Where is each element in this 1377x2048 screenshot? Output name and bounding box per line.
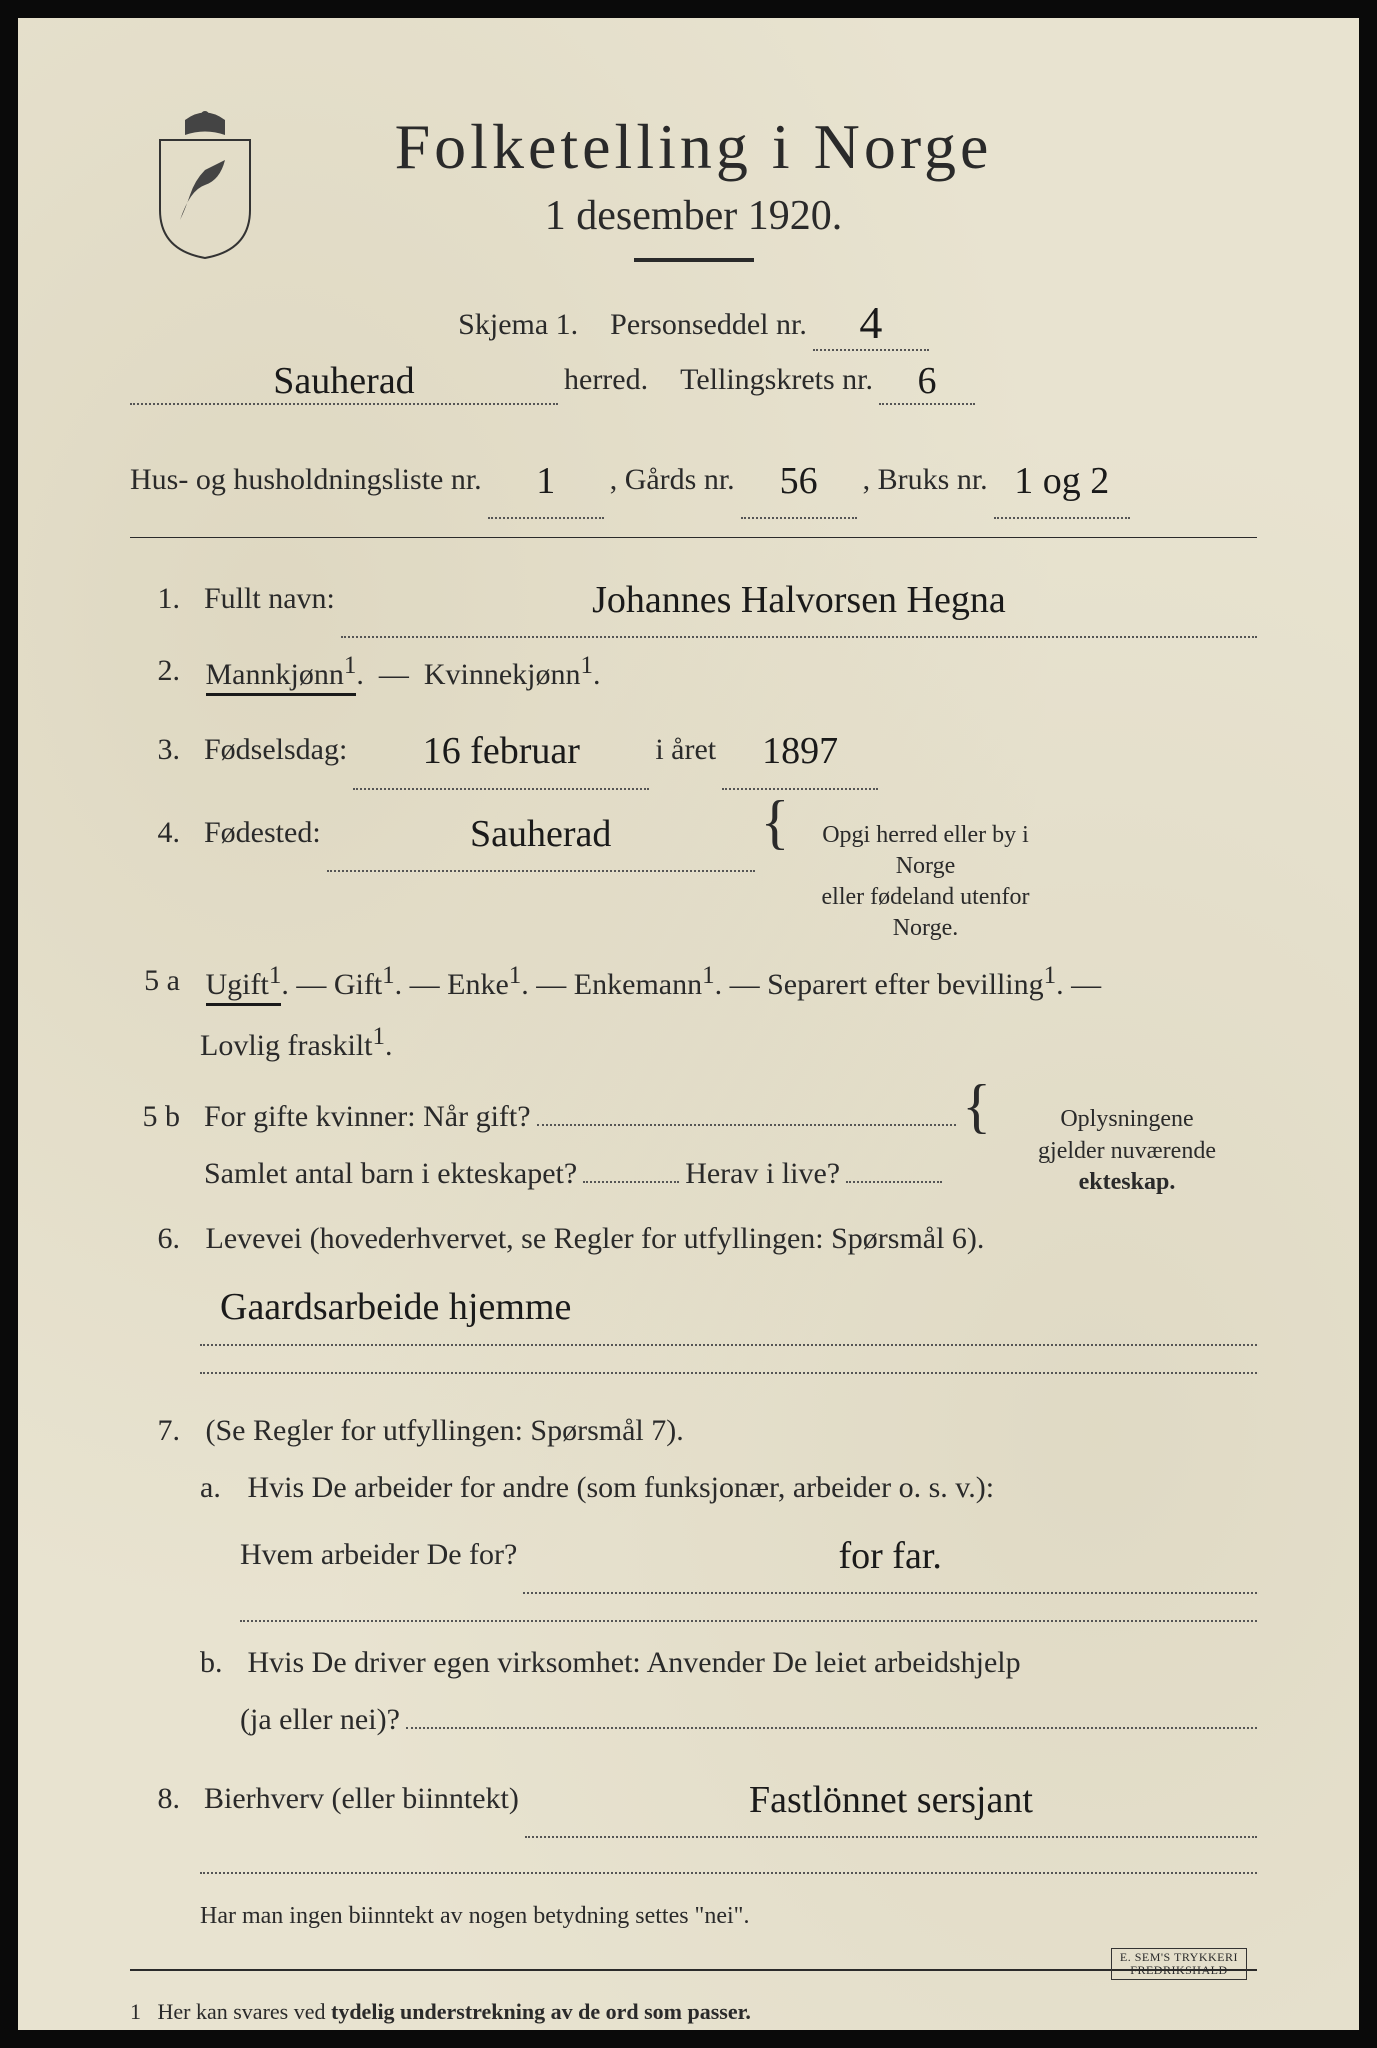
q5b-fill2 xyxy=(583,1181,679,1183)
herred-value: Sauherad xyxy=(130,359,558,405)
hus-label: Hus- og husholdningsliste nr. xyxy=(130,451,482,508)
form-body: 1. Fullt navn: Johannes Halvorsen Hegna … xyxy=(130,560,1257,2038)
footnote: 1 Her kan svares ved tydelig understrekn… xyxy=(130,1999,751,2024)
q7-num: 7. xyxy=(130,1402,180,1459)
q1-value: Johannes Halvorsen Hegna xyxy=(341,564,1257,638)
q6-row: 6. Levevei (hovederhvervet, se Regler fo… xyxy=(130,1210,1257,1373)
q7b-num: b. xyxy=(200,1634,240,1691)
q4-note: Opgi herred eller by i Norge eller fødel… xyxy=(795,820,1055,945)
hus-nr: 1 xyxy=(488,445,604,519)
q7a: a. Hvis De arbeider for andre (som funks… xyxy=(200,1459,1257,1622)
q2-opt2: Kvinnekjønn1 xyxy=(424,658,593,691)
q3-num: 3. xyxy=(130,721,180,778)
q5b-fill3 xyxy=(846,1181,942,1183)
q3-year: 1897 xyxy=(722,715,878,789)
q5b-row: 5 b For gifte kvinner: Når gift? Samlet … xyxy=(130,1082,1257,1202)
q5b-num: 5 b xyxy=(130,1088,180,1145)
q4-label: Fødested: xyxy=(204,804,321,861)
separator xyxy=(130,537,1257,538)
q5a-enkemann: Enkemann1 xyxy=(574,968,715,1001)
q6-label: Levevei (hovederhvervet, se Regler for u… xyxy=(206,1222,985,1255)
q5a-row: 5 a Ugift1. — Gift1. — Enke1. — Enkemann… xyxy=(130,952,1257,1074)
q1-row: 1. Fullt navn: Johannes Halvorsen Hegna xyxy=(130,560,1257,634)
title-divider xyxy=(634,258,754,262)
bruks-label: , Bruks nr. xyxy=(863,451,988,508)
schema-line: Skjema 1. Personseddel nr. 4 xyxy=(130,292,1257,347)
q5a-ugift: Ugift1 xyxy=(206,968,282,1006)
q2-num: 2. xyxy=(130,642,180,699)
q8-num: 8. xyxy=(130,1770,180,1827)
q3-row: 3. Fødselsdag: 16 februar i året 1897 xyxy=(130,711,1257,785)
q2-row: 2. Mannkjønn1. — Kvinnekjønn1. xyxy=(130,642,1257,703)
page-title: Folketelling i Norge xyxy=(130,110,1257,184)
q5b-fill1 xyxy=(537,1124,957,1126)
q8-row: 8. Bierhverv (eller biinntekt) Fastlönne… xyxy=(130,1760,1257,1834)
bruks-nr: 1 og 2 xyxy=(994,445,1130,519)
header: Folketelling i Norge 1 desember 1920. Sk… xyxy=(130,110,1257,401)
q5a-enke: Enke1 xyxy=(447,968,521,1001)
q5b-note: Oplysningene gjelder nuværende ekteskap. xyxy=(997,1104,1257,1198)
census-form-page: Folketelling i Norge 1 desember 1920. Sk… xyxy=(0,0,1377,2048)
q2-opt1: Mannkjønn1 xyxy=(206,658,357,696)
gards-nr: 56 xyxy=(741,445,857,519)
q7-label: (Se Regler for utfyllingen: Spørsmål 7). xyxy=(206,1414,684,1447)
herred-line: Sauherad herred. Tellingskrets nr. 6 xyxy=(130,355,1257,401)
q7b: b. Hvis De driver egen virksomhet: Anven… xyxy=(200,1634,1257,1748)
q5a-fraskilt: Lovlig fraskilt1. xyxy=(200,1013,1257,1074)
skjema-label: Skjema 1. xyxy=(458,308,578,342)
tellingskrets-nr: 6 xyxy=(879,359,975,405)
q5b-label2: Samlet antal barn i ekteskapet? xyxy=(204,1145,577,1202)
q7b-label2: (ja eller nei)? xyxy=(240,1691,400,1748)
q6-blank xyxy=(200,1342,1257,1374)
personseddel-label: Personseddel nr. xyxy=(610,308,807,342)
tail-note: Har man ingen biinntekt av nogen betydni… xyxy=(200,1894,1257,1940)
q5a-num: 5 a xyxy=(130,952,180,1009)
q7-row: 7. (Se Regler for utfyllingen: Spørsmål … xyxy=(130,1402,1257,1748)
personseddel-nr: 4 xyxy=(813,296,929,351)
q7a-num: a. xyxy=(200,1459,240,1516)
q1-num: 1. xyxy=(130,570,180,627)
coat-of-arms-icon xyxy=(150,110,260,260)
q6-num: 6. xyxy=(130,1210,180,1267)
hus-line: Hus- og husholdningsliste nr. 1 , Gårds … xyxy=(130,441,1257,515)
page-subtitle: 1 desember 1920. xyxy=(130,192,1257,240)
q5b-label3: Herav i live? xyxy=(685,1145,840,1202)
q8-value: Fastlönnet sersjant xyxy=(525,1764,1257,1838)
gards-label: , Gårds nr. xyxy=(610,451,735,508)
q5a-gift: Gift1 xyxy=(334,968,395,1001)
q3-mid: i året xyxy=(655,721,716,778)
q4-value: Sauherad xyxy=(327,798,755,872)
q6-value: Gaardsarbeide hjemme xyxy=(200,1271,1257,1345)
q5a-separert: Separert efter bevilling1 xyxy=(767,968,1056,1001)
brace-icon: { xyxy=(962,1082,991,1130)
q7a-value: for far. xyxy=(523,1520,1257,1594)
q7a-blank xyxy=(240,1590,1257,1622)
q7a-label: Hvis De arbeider for andre (som funksjon… xyxy=(248,1471,995,1504)
q4-row: 4. Fødested: Sauherad { Opgi herred elle… xyxy=(130,794,1257,945)
q4-num: 4. xyxy=(130,804,180,861)
footer: 1 Her kan svares ved tydelig understrekn… xyxy=(130,1969,1257,2038)
q7a-label2: Hvem arbeider De for? xyxy=(240,1526,517,1583)
herred-label: herred. xyxy=(564,363,648,397)
q3-day: 16 februar xyxy=(353,715,649,789)
tellingskrets-label: Tellingskrets nr. xyxy=(680,363,873,397)
q5b-label1: For gifte kvinner: Når gift? xyxy=(204,1088,531,1145)
q7b-blank xyxy=(406,1727,1257,1729)
q8-label: Bierhverv (eller biinntekt) xyxy=(204,1770,519,1827)
printer-stamp: E. SEM'S TRYKKERI FREDRIKSHALD xyxy=(1111,1948,1247,1980)
q1-label: Fullt navn: xyxy=(204,570,335,627)
q7b-label: Hvis De driver egen virksomhet: Anvender… xyxy=(248,1646,1021,1679)
brace-icon: { xyxy=(761,798,790,846)
q3-label: Fødselsdag: xyxy=(204,721,347,778)
q8-blank xyxy=(200,1842,1257,1874)
